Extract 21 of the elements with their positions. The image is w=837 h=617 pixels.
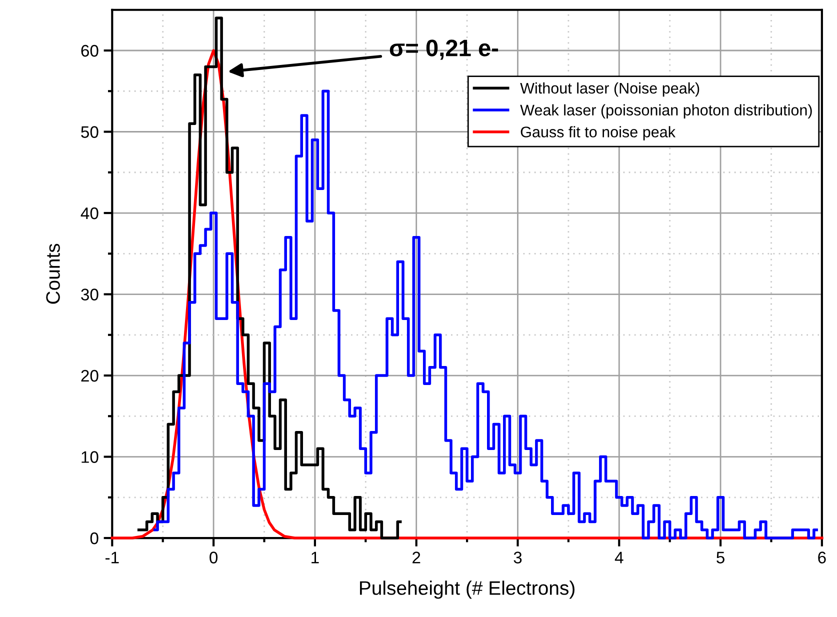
x-tick-label: 3 [514, 552, 522, 564]
y-tick-label: 40 [80, 207, 98, 220]
x-tick-label: 0 [210, 552, 218, 564]
x-tick-label: 2 [412, 552, 420, 564]
y-tick-label: 0 [90, 532, 98, 544]
x-tick-label: 1 [312, 552, 319, 564]
annotation: σ= 0,21 e- [390, 40, 498, 60]
x-axis-title: Pulseheight (# Electrons) [360, 580, 574, 599]
y-tick-label: 50 [81, 126, 98, 138]
legend-label: Gauss fit to noise peak [520, 126, 676, 140]
y-axis-title: Counts [46, 244, 60, 304]
y-tick-label: 20 [81, 370, 98, 382]
x-tick-label: 5 [716, 552, 724, 564]
x-tick-label: 4 [614, 552, 624, 564]
y-tick-label: 30 [81, 288, 98, 300]
y-tick-label: 60 [81, 44, 98, 57]
legend-label: Without laser (Noise peak) [520, 82, 700, 97]
y-tick-label: 10 [82, 451, 98, 463]
x-tick-label: 6 [818, 552, 826, 564]
x-tick-label: -1 [105, 552, 119, 564]
legend-label: Weak laser (poissonian photon distribution) [520, 104, 812, 119]
